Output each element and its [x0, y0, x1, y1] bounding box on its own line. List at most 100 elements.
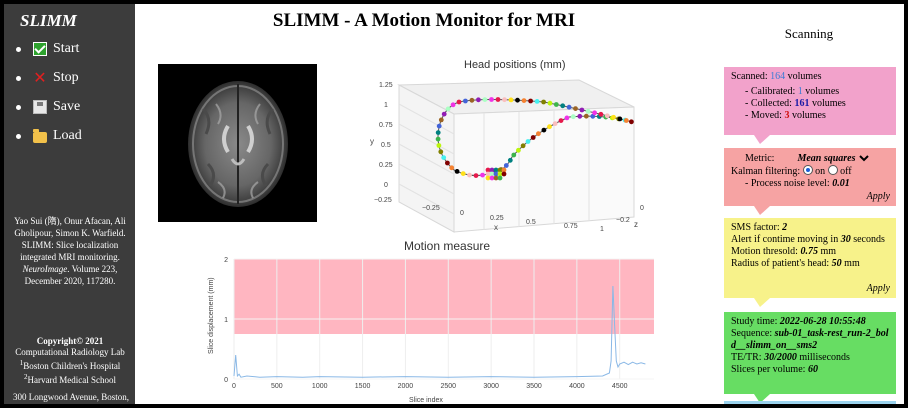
threshold-value[interactable]: 0.75 [800, 246, 818, 257]
head-position-point [623, 118, 629, 123]
kalman-off-radio[interactable] [827, 165, 838, 175]
head-position-point [521, 98, 527, 103]
study-time-label: Study time: [731, 316, 778, 327]
head-plot-title: Head positions (mm) [464, 59, 565, 71]
card-tail [754, 298, 770, 307]
stop-label: Stop [53, 70, 79, 85]
sms-value[interactable]: 2 [782, 222, 788, 233]
spv-label: Slices per volume: [731, 364, 806, 375]
sms-settings-card: SMS factor: 2 Alert if contime moving in… [724, 218, 896, 307]
x-tick: 1000 [312, 383, 328, 390]
collected-unit: volumes [809, 98, 846, 109]
motion-measure-chart[interactable]: Motion measure 0 500 1000 1500 2000 2500 3000 3… [189, 234, 664, 404]
x-tick: 3500 [526, 383, 542, 390]
alert-value[interactable]: 30 [840, 234, 851, 245]
affiliation-2: 2Harvard Medical School [8, 372, 132, 386]
z-tick: −0.2 [616, 217, 630, 224]
metric-label: Metric: [745, 153, 775, 164]
scanned-count: 164 [770, 71, 786, 82]
head-position-point [456, 99, 462, 105]
head-position-point [515, 97, 520, 103]
bullet [16, 46, 21, 52]
y-axis-label: Slice displacement (mm) [208, 277, 215, 354]
extra-card [724, 401, 896, 404]
head-position-point [516, 147, 521, 153]
save-floppy-icon [33, 100, 47, 114]
y-tick: 1 [384, 102, 388, 109]
save-button[interactable]: Save [14, 97, 129, 117]
kalman-on-radio[interactable] [802, 165, 813, 175]
noise-value[interactable]: 0.01 [832, 178, 850, 189]
head-position-point [460, 171, 466, 176]
tetr-label: TE/TR: [731, 352, 762, 363]
app-window: SLIMM Start ✕ Stop Save Load [4, 4, 904, 404]
head-position-point [583, 113, 589, 119]
head-position-point [629, 119, 634, 125]
y-tick: 0 [224, 377, 228, 384]
kalman-row: Kalman filtering: on off [731, 165, 889, 178]
head-position-point [450, 102, 456, 108]
start-button[interactable]: Start [14, 39, 129, 59]
bullet [16, 104, 21, 110]
brain-scan-svg [188, 81, 288, 207]
affiliation-1: 1Boston Children's Hospital [8, 358, 132, 372]
stop-button[interactable]: ✕ Stop [14, 68, 129, 88]
calibrated-row: - Calibrated: 1 volumes [731, 83, 889, 98]
collected-count: 161 [794, 98, 810, 109]
calibrated-unit: volumes [802, 86, 840, 97]
kalman-off-label: off [840, 166, 852, 177]
metric-row: Metric: Mean squares [731, 152, 889, 165]
head-position-point [566, 104, 572, 110]
aff2-text: Harvard Medical School [27, 375, 116, 385]
head-position-point [552, 121, 558, 126]
head-position-point [534, 99, 540, 104]
aff2-sup: 2 [24, 373, 28, 381]
study-time-value: 2022-06-28 10:55:48 [779, 316, 866, 327]
x-tick: 2000 [398, 383, 414, 390]
head-position-point [436, 123, 442, 129]
head-position-point [497, 171, 503, 177]
head-position-point [463, 98, 468, 104]
y-tick: 2 [224, 257, 228, 264]
head-position-point [489, 167, 495, 173]
sms-row: SMS factor: 2 [731, 222, 889, 234]
head-position-point [497, 175, 503, 181]
metric-apply-button[interactable]: Apply [866, 191, 890, 202]
tetr-unit: milliseconds [799, 352, 850, 363]
start-checkmark-icon [33, 42, 47, 56]
collected-row: - Collected: 161 volumes [731, 98, 889, 110]
y-axis-ticks: 1.25 1 0.75 0.5 0.25 0 −0.25 [374, 82, 393, 204]
sms-apply-button[interactable]: Apply [866, 283, 890, 294]
load-folder-icon [33, 128, 47, 143]
head-position-point [541, 99, 546, 105]
collected-label: - Collected: [745, 98, 795, 109]
head-position-point [536, 131, 541, 137]
head-position-point [501, 171, 507, 177]
y-axis-label: y [370, 137, 374, 146]
address: 300 Longwood Avenue, Boston, [12, 392, 130, 402]
head-positions-svg: Head positions (mm) 1.25 1 0.75 0.5 0.25… [370, 59, 644, 233]
threshold-band [234, 259, 654, 334]
head-position-point [553, 102, 559, 107]
head-position-point [436, 143, 442, 148]
head-position-point [501, 167, 507, 173]
head-position-point [454, 169, 460, 174]
y-tick: 0.75 [379, 122, 393, 129]
head-position-point [570, 114, 576, 120]
x-tick: 4000 [569, 383, 585, 390]
load-button[interactable]: Load [14, 126, 129, 146]
metric-settings-card: Metric: Mean squares Kalman filtering: o… [724, 148, 896, 215]
head-position-point [467, 172, 472, 178]
head-positions-plot[interactable]: Head positions (mm) 1.25 1 0.75 0.5 0.25… [334, 52, 664, 236]
spv-value: 60 [807, 364, 818, 375]
page-title: SLIMM - A Motion Monitor for MRI [272, 10, 576, 31]
radius-value[interactable]: 50 [831, 258, 842, 269]
kalman-label: Kalman filtering: [731, 166, 801, 177]
radius-row: Radius of patient's head: 50 mm [731, 258, 889, 270]
head-position-point [528, 98, 533, 104]
head-position-point [511, 152, 517, 158]
x-tick: 0.25 [490, 215, 504, 222]
metric-select[interactable]: Mean squares [793, 152, 873, 165]
head-position-point [489, 175, 495, 181]
threshold-unit: mm [820, 246, 837, 257]
